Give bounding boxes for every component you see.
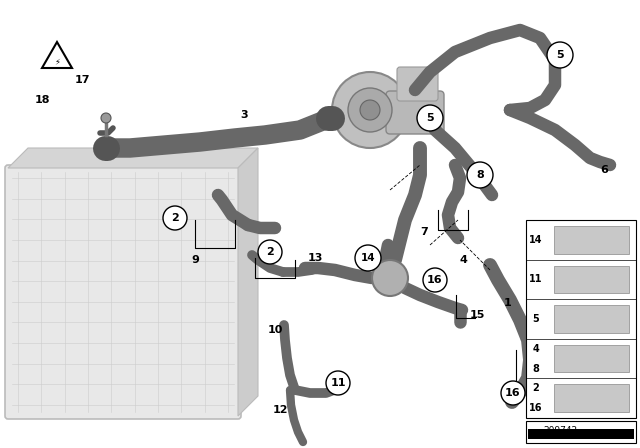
Text: 14: 14 <box>361 253 375 263</box>
Text: 5: 5 <box>556 50 564 60</box>
Text: 16: 16 <box>529 403 543 413</box>
Text: 209742: 209742 <box>543 426 577 435</box>
Circle shape <box>348 88 392 132</box>
Text: 4: 4 <box>460 255 468 265</box>
Bar <box>554 305 629 333</box>
Bar <box>528 429 634 439</box>
Text: 6: 6 <box>600 165 608 175</box>
Circle shape <box>372 260 408 296</box>
Text: 11: 11 <box>529 274 543 284</box>
Text: 11: 11 <box>330 378 346 388</box>
Text: 10: 10 <box>268 325 284 335</box>
Text: 5: 5 <box>426 113 434 123</box>
Bar <box>554 266 629 293</box>
Circle shape <box>417 105 443 131</box>
Text: 2: 2 <box>532 383 540 393</box>
Circle shape <box>326 371 350 395</box>
Bar <box>554 345 629 372</box>
Text: 17: 17 <box>75 75 90 85</box>
Text: 2: 2 <box>171 213 179 223</box>
Circle shape <box>355 245 381 271</box>
Text: 16: 16 <box>505 388 521 398</box>
Text: 2: 2 <box>266 247 274 257</box>
Text: 1: 1 <box>504 298 512 308</box>
FancyBboxPatch shape <box>386 91 444 134</box>
Bar <box>554 384 629 412</box>
Text: 8: 8 <box>476 170 484 180</box>
Circle shape <box>467 162 493 188</box>
FancyBboxPatch shape <box>397 67 438 101</box>
Circle shape <box>101 113 111 123</box>
Circle shape <box>163 206 187 230</box>
Circle shape <box>423 268 447 292</box>
Circle shape <box>360 100 380 120</box>
Text: 14: 14 <box>529 235 543 245</box>
Bar <box>554 226 629 254</box>
FancyBboxPatch shape <box>5 165 241 419</box>
Bar <box>526 220 636 418</box>
Text: 8: 8 <box>532 363 540 374</box>
Text: ⚡: ⚡ <box>54 57 60 66</box>
Text: 3: 3 <box>240 110 248 120</box>
Text: 16: 16 <box>427 275 443 285</box>
Text: 7: 7 <box>420 227 428 237</box>
Text: 18: 18 <box>35 95 51 105</box>
Text: 12: 12 <box>272 405 288 415</box>
Text: 4: 4 <box>532 344 540 354</box>
Circle shape <box>258 240 282 264</box>
Text: 15: 15 <box>470 310 485 320</box>
Text: 9: 9 <box>191 255 199 265</box>
Polygon shape <box>238 148 258 416</box>
Circle shape <box>332 72 408 148</box>
Circle shape <box>501 381 525 405</box>
Bar <box>526 421 636 443</box>
Polygon shape <box>8 148 258 168</box>
Text: 13: 13 <box>308 253 323 263</box>
Circle shape <box>547 42 573 68</box>
Text: 5: 5 <box>532 314 540 324</box>
